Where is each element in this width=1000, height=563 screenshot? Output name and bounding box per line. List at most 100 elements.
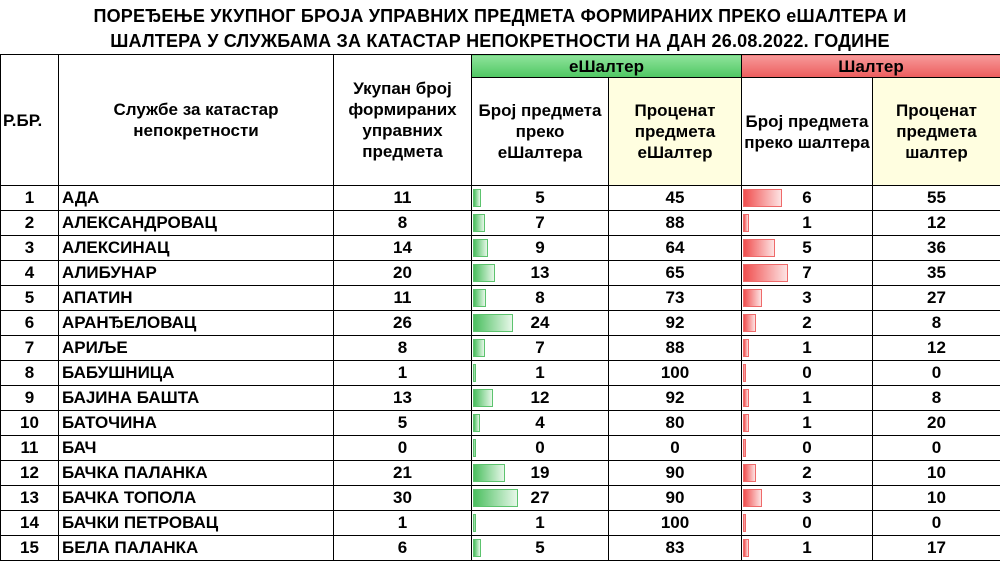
cell-eshalter-count-value: 24 xyxy=(530,313,550,332)
header-shalter-group: Шалтер xyxy=(740,54,1000,78)
cell-shalter-count-value: 3 xyxy=(802,488,812,507)
table-row: 5 АПАТИН 11 8 73 3 27 xyxy=(0,285,1000,311)
table-row: 14 БАЧКИ ПЕТРОВАЦ 1 1 100 0 0 xyxy=(0,510,1000,536)
shalter-databar xyxy=(743,414,749,432)
cell-eshalter-count: 0 xyxy=(471,435,609,461)
cell-rbr: 2 xyxy=(0,210,59,236)
cell-total: 30 xyxy=(333,485,472,511)
cell-office-name: АПАТИН xyxy=(58,285,334,311)
cell-office-name: АРИЉЕ xyxy=(58,335,334,361)
cell-eshalter-count-value: 5 xyxy=(535,188,545,207)
cell-rbr: 13 xyxy=(0,485,59,511)
cell-eshalter-percent: 100 xyxy=(608,510,742,536)
header-eshalter-count: Број предмета преко еШалтера xyxy=(471,77,609,186)
cell-shalter-count-value: 0 xyxy=(802,513,812,532)
cell-eshalter-percent: 73 xyxy=(608,285,742,311)
cell-eshalter-count: 8 xyxy=(471,285,609,311)
eshalter-databar xyxy=(473,314,513,332)
cell-shalter-percent: 55 xyxy=(871,185,1000,211)
table-row: 11 БАЧ 0 0 0 0 0 xyxy=(0,435,1000,461)
cell-shalter-percent: 0 xyxy=(871,360,1000,386)
report-title: ПОРЕЂЕЊЕ УКУПНОГ БРОЈА УПРАВНИХ ПРЕДМЕТА… xyxy=(0,0,1000,54)
cell-total: 14 xyxy=(333,235,472,261)
shalter-databar xyxy=(743,514,746,532)
cell-shalter-percent: 0 xyxy=(871,510,1000,536)
table-row: 10 БАТОЧИНА 5 4 80 1 20 xyxy=(0,410,1000,436)
cell-rbr: 10 xyxy=(0,410,59,436)
shalter-databar xyxy=(743,314,756,332)
cell-rbr: 9 xyxy=(0,385,59,411)
cell-shalter-percent: 10 xyxy=(871,460,1000,486)
cadastre-comparison-table: Р.БР. Службе за катастар непокретности У… xyxy=(0,54,1000,561)
shalter-databar xyxy=(743,339,749,357)
cell-office-name: АРАНЂЕЛОВАЦ xyxy=(58,310,334,336)
eshalter-databar xyxy=(473,539,481,557)
cell-shalter-count: 1 xyxy=(741,335,873,361)
cell-eshalter-count-value: 7 xyxy=(535,338,545,357)
cell-total: 1 xyxy=(333,510,472,536)
header-total: Укупан број формираних управних предмета xyxy=(333,54,472,186)
header-shalter-count: Број предмета преко шалтера xyxy=(741,77,873,186)
cell-eshalter-percent: 45 xyxy=(608,185,742,211)
report-title-line-2: ШАЛТЕРА У СЛУЖБАМА ЗА КАТАСТАР НЕПОКРЕТН… xyxy=(110,31,890,51)
cell-eshalter-percent: 88 xyxy=(608,210,742,236)
eshalter-databar xyxy=(473,289,486,307)
cell-total: 0 xyxy=(333,435,472,461)
cell-office-name: АЛЕКСИНАЦ xyxy=(58,235,334,261)
cell-shalter-count-value: 5 xyxy=(802,238,812,257)
cell-eshalter-count: 13 xyxy=(471,260,609,286)
cell-shalter-percent: 10 xyxy=(871,485,1000,511)
cell-shalter-count-value: 0 xyxy=(802,363,812,382)
header-shalter-percent: Проценат предмета шалтер xyxy=(871,77,1000,186)
report-title-line-1: ПОРЕЂЕЊЕ УКУПНОГ БРОЈА УПРАВНИХ ПРЕДМЕТА… xyxy=(93,6,907,26)
cell-total: 8 xyxy=(333,335,472,361)
table-row: 1 АДА 11 5 45 6 55 xyxy=(0,185,1000,211)
cell-eshalter-percent: 92 xyxy=(608,310,742,336)
cell-eshalter-count-value: 4 xyxy=(535,413,545,432)
cell-total: 5 xyxy=(333,410,472,436)
cell-total: 26 xyxy=(333,310,472,336)
cell-eshalter-count: 4 xyxy=(471,410,609,436)
cell-shalter-count: 3 xyxy=(741,485,873,511)
cell-rbr: 6 xyxy=(0,310,59,336)
cell-eshalter-count-value: 27 xyxy=(530,488,550,507)
eshalter-databar xyxy=(473,439,476,457)
cell-shalter-percent: 20 xyxy=(871,410,1000,436)
cell-rbr: 12 xyxy=(0,460,59,486)
cell-shalter-count: 2 xyxy=(741,310,873,336)
cell-shalter-count: 7 xyxy=(741,260,873,286)
eshalter-databar xyxy=(473,389,493,407)
cell-eshalter-percent: 0 xyxy=(608,435,742,461)
table-row: 8 БАБУШНИЦА 1 1 100 0 0 xyxy=(0,360,1000,386)
header-office: Службе за катастар непокретности xyxy=(58,54,334,186)
cell-office-name: АЛЕКСАНДРОВАЦ xyxy=(58,210,334,236)
shalter-databar xyxy=(743,364,746,382)
cell-eshalter-percent: 80 xyxy=(608,410,742,436)
cell-eshalter-count: 9 xyxy=(471,235,609,261)
header-eshalter-group: еШалтер xyxy=(471,54,742,78)
cell-office-name: БАЧ xyxy=(58,435,334,461)
table-row: 12 БАЧКА ПАЛАНКА 21 19 90 2 10 xyxy=(0,460,1000,486)
shalter-databar xyxy=(743,214,749,232)
cell-shalter-count-value: 1 xyxy=(802,213,812,232)
cell-office-name: БАЧКА ПАЛАНКА xyxy=(58,460,334,486)
eshalter-databar xyxy=(473,514,476,532)
cell-eshalter-percent: 88 xyxy=(608,335,742,361)
cell-eshalter-count: 5 xyxy=(471,185,609,211)
cell-eshalter-count-value: 8 xyxy=(535,288,545,307)
cell-shalter-count-value: 1 xyxy=(802,338,812,357)
cell-eshalter-count: 1 xyxy=(471,510,609,536)
shalter-databar xyxy=(743,389,749,407)
cell-eshalter-count-value: 5 xyxy=(535,538,545,557)
cell-eshalter-percent: 90 xyxy=(608,460,742,486)
table-row: 6 АРАНЂЕЛОВАЦ 26 24 92 2 8 xyxy=(0,310,1000,336)
eshalter-databar xyxy=(473,214,485,232)
shalter-databar xyxy=(743,489,762,507)
cell-rbr: 3 xyxy=(0,235,59,261)
cell-shalter-count: 1 xyxy=(741,210,873,236)
cell-eshalter-percent: 92 xyxy=(608,385,742,411)
cell-total: 1 xyxy=(333,360,472,386)
cell-total: 11 xyxy=(333,185,472,211)
cell-shalter-percent: 8 xyxy=(871,385,1000,411)
cell-shalter-percent: 17 xyxy=(871,535,1000,561)
